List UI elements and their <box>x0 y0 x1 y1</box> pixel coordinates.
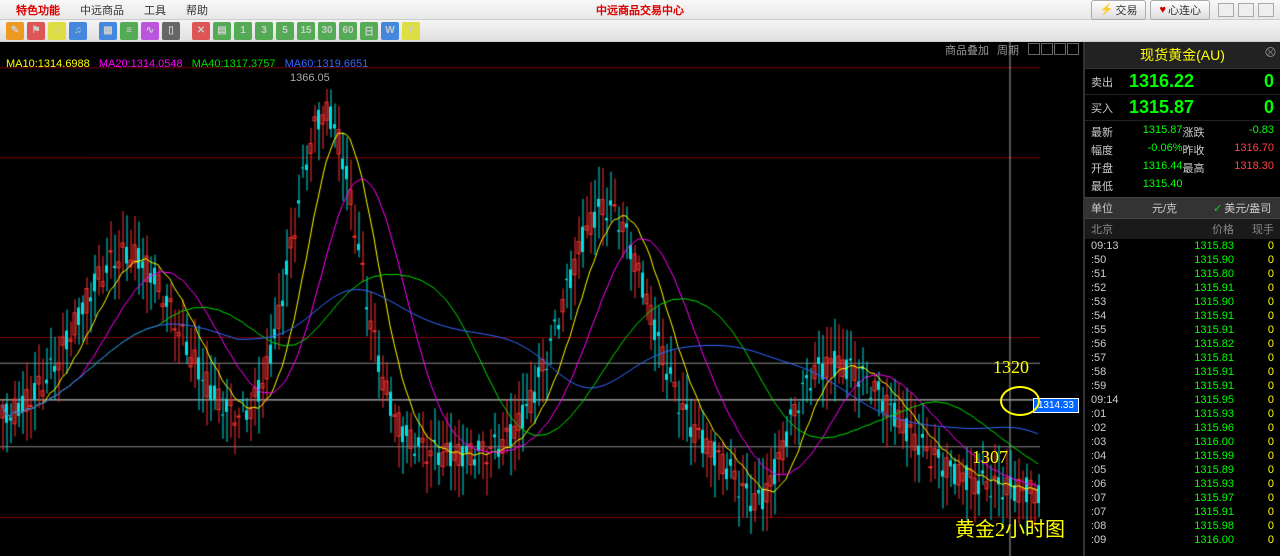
tick-row: :521315.910 <box>1085 281 1280 295</box>
tick-row: :591315.910 <box>1085 379 1280 393</box>
unit-label: 单位 <box>1091 200 1152 216</box>
tool-list-icon[interactable]: ≡ <box>120 22 138 40</box>
tick-header: 北京 价格 现手 <box>1085 219 1280 239</box>
chart-title: 黄金2小时图 <box>955 513 1065 542</box>
tick-row: :581315.910 <box>1085 365 1280 379</box>
stat-row: 最低1315.40 <box>1091 177 1274 195</box>
check-icon: ✓ <box>1213 203 1222 215</box>
tool-pin-icon[interactable]: ⚑ <box>27 22 45 40</box>
tick-row: :041315.990 <box>1085 449 1280 463</box>
bolt-icon: ⚡ <box>1100 3 1114 16</box>
tool-bulb-icon[interactable]: ☼ <box>48 22 66 40</box>
stats-block: 最新1315.87涨跌-0.83幅度-0.06%昨收1316.70开盘1316.… <box>1085 121 1280 197</box>
tick-row: 09:131315.830 <box>1085 239 1280 253</box>
period-60[interactable]: 60 <box>339 22 357 40</box>
tick-row: :541315.910 <box>1085 309 1280 323</box>
box-icon[interactable] <box>1041 43 1053 55</box>
tick-row: 09:141315.950 <box>1085 393 1280 407</box>
menubar: 特色功能中远商品工具帮助 中远商品交易中心 ⚡交易 ♥心连心 <box>0 0 1280 20</box>
tick-row: :501315.900 <box>1085 253 1280 267</box>
close-icon[interactable] <box>1258 3 1274 17</box>
ma-legend: MA10:1314.6988 MA20:1314.0548 MA40:1317.… <box>6 58 374 70</box>
box-icon[interactable] <box>1067 43 1079 55</box>
period-d[interactable]: 日 <box>360 22 378 40</box>
tick-row: :071315.910 <box>1085 505 1280 519</box>
tick-row: :061315.930 <box>1085 477 1280 491</box>
peak-label: 1366.05 <box>290 72 330 84</box>
window-controls <box>1218 3 1274 17</box>
tool-draw-icon[interactable]: ✎ <box>6 22 24 40</box>
app-title: 中远商品交易中心 <box>596 2 684 18</box>
highlight-circle <box>1000 386 1040 416</box>
tool-chart-icon[interactable]: ∿ <box>141 22 159 40</box>
unit-row: 单位 元/克 ✓美元/盎司 <box>1085 197 1280 219</box>
tick-row: :561315.820 <box>1085 337 1280 351</box>
menu-帮助[interactable]: 帮助 <box>176 3 218 19</box>
maximize-icon[interactable] <box>1238 3 1254 17</box>
period-w[interactable]: W <box>381 22 399 40</box>
menu-特色功能[interactable]: 特色功能 <box>6 3 70 19</box>
tick-row: :091316.000 <box>1085 533 1280 547</box>
tick-row: :571315.810 <box>1085 351 1280 365</box>
period-5[interactable]: 5 <box>276 22 294 40</box>
tool-mic-icon[interactable]: ♫ <box>69 22 87 40</box>
candlestick-canvas <box>0 42 1040 556</box>
period-15[interactable]: 15 <box>297 22 315 40</box>
heart-button[interactable]: ♥心连心 <box>1150 0 1210 20</box>
quote-panel: 现货黄金(AU)⮾ 卖出 1316.22 0 买入 1315.87 0 最新13… <box>1084 42 1280 556</box>
overlay-link[interactable]: 商品叠加 <box>945 42 989 58</box>
period-30[interactable]: 30 <box>318 22 336 40</box>
ma10-label: MA10:1314.6988 <box>6 58 90 70</box>
chart-controls: 商品叠加 周期 <box>945 42 1079 58</box>
tick-row: :011315.930 <box>1085 407 1280 421</box>
buy-row[interactable]: 买入 1315.87 0 <box>1085 95 1280 121</box>
box-icon[interactable] <box>1028 43 1040 55</box>
tick-row: :051315.890 <box>1085 463 1280 477</box>
ma20-label: MA20:1314.0548 <box>99 58 183 70</box>
box-icon[interactable] <box>1054 43 1066 55</box>
annotation-low: 1307 <box>972 447 1008 468</box>
stat-row: 最新1315.87涨跌-0.83 <box>1091 123 1274 141</box>
tick-row: :511315.800 <box>1085 267 1280 281</box>
tool-grid-icon[interactable]: ▦ <box>99 22 117 40</box>
period-1[interactable]: 1 <box>234 22 252 40</box>
annotation-high: 1320 <box>993 357 1029 378</box>
menu-中远商品[interactable]: 中远商品 <box>70 3 134 19</box>
tick-row: :551315.910 <box>1085 323 1280 337</box>
heart-icon: ♥ <box>1159 4 1166 16</box>
ma40-label: MA40:1317.3757 <box>192 58 276 70</box>
tool-bars-icon[interactable]: ▯ <box>162 22 180 40</box>
tick-row: :021315.960 <box>1085 421 1280 435</box>
sell-row[interactable]: 卖出 1316.22 0 <box>1085 69 1280 95</box>
unit-cny[interactable]: 元/克 <box>1152 200 1213 216</box>
tool-tbl-icon[interactable]: ▤ <box>213 22 231 40</box>
tick-list[interactable]: 09:131315.830:501315.900:511315.800:5213… <box>1085 239 1280 556</box>
tick-row: :071315.970 <box>1085 491 1280 505</box>
unit-usd[interactable]: ✓美元/盎司 <box>1213 200 1274 216</box>
panel-close-icon[interactable]: ⮾ <box>1265 44 1276 61</box>
minimize-icon[interactable] <box>1218 3 1234 17</box>
period-y[interactable]: Y <box>402 22 420 40</box>
tick-row: :081315.980 <box>1085 519 1280 533</box>
toolbar: ✎ ⚑ ☼ ♫ ▦ ≡ ∿ ▯ ✕ ▤ 1 3 5 15 30 60 日 W Y <box>0 20 1280 42</box>
chart-area[interactable]: 商品叠加 周期 MA10:1314.6988 MA20:1314.0548 MA… <box>0 42 1084 556</box>
tick-row: :031316.000 <box>1085 435 1280 449</box>
tick-row: :531315.900 <box>1085 295 1280 309</box>
period-link[interactable]: 周期 <box>997 42 1019 58</box>
stat-row: 幅度-0.06%昨收1316.70 <box>1091 141 1274 159</box>
instrument-title: 现货黄金(AU)⮾ <box>1085 42 1280 69</box>
tool-x-icon[interactable]: ✕ <box>192 22 210 40</box>
menu-工具[interactable]: 工具 <box>134 3 176 19</box>
ma60-label: MA60:1319.6651 <box>285 58 369 70</box>
period-3[interactable]: 3 <box>255 22 273 40</box>
trade-button[interactable]: ⚡交易 <box>1091 0 1147 20</box>
stat-row: 开盘1316.44最高1318.30 <box>1091 159 1274 177</box>
